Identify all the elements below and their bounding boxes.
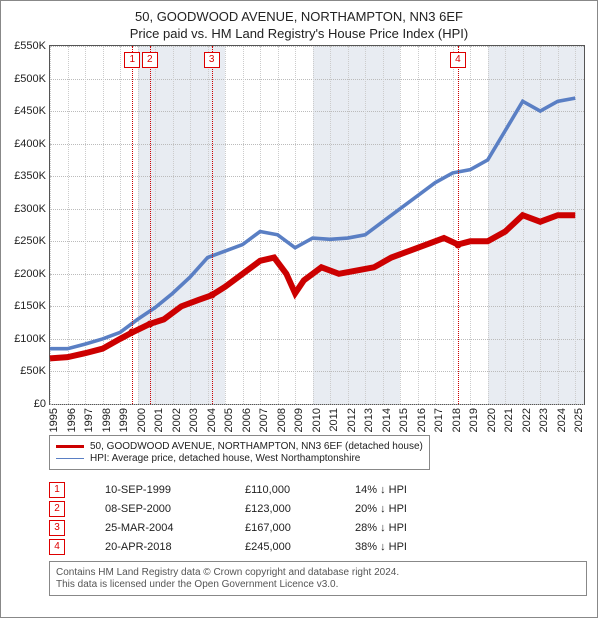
event-idx: 3	[49, 520, 65, 536]
x-tick-label: 1995	[48, 408, 60, 432]
legend-swatch	[56, 458, 84, 459]
event-price: £123,000	[245, 503, 325, 515]
event-diff: 20% ↓ HPI	[355, 503, 455, 515]
price-marker	[129, 329, 136, 336]
footnote: Contains HM Land Registry data © Crown c…	[49, 561, 587, 596]
y-tick-label: £150K	[14, 300, 46, 312]
x-tick-label: 2019	[468, 408, 480, 432]
x-tick-label: 2024	[556, 408, 568, 432]
y-tick-label: £450K	[14, 105, 46, 117]
event-marker-box: 4	[450, 52, 466, 68]
price-marker	[146, 320, 153, 327]
x-tick-label: 2007	[258, 408, 270, 432]
series-hpi	[50, 98, 575, 349]
x-tick-label: 2018	[451, 408, 463, 432]
event-price: £110,000	[245, 484, 325, 496]
event-row: 1 10-SEP-1999 £110,000 14% ↓ HPI	[49, 482, 587, 498]
y-tick-label: £550K	[14, 40, 46, 52]
legend: 50, GOODWOOD AVENUE, NORTHAMPTON, NN3 6E…	[49, 435, 430, 470]
chart-subtitle: Price paid vs. HM Land Registry's House …	[1, 26, 597, 41]
plot-region: £0£50K£100K£150K£200K£250K£300K£350K£400…	[49, 45, 585, 405]
x-tick-label: 2011	[328, 408, 340, 432]
price-marker	[454, 241, 461, 248]
event-diff: 14% ↓ HPI	[355, 484, 455, 496]
y-tick-label: £50K	[20, 365, 46, 377]
gridline-h	[50, 404, 584, 405]
event-date: 20-APR-2018	[105, 541, 215, 553]
event-marker-box: 2	[142, 52, 158, 68]
y-tick-label: £200K	[14, 268, 46, 280]
event-price: £167,000	[245, 522, 325, 534]
event-price: £245,000	[245, 541, 325, 553]
x-tick-label: 1997	[83, 408, 95, 432]
legend-label: 50, GOODWOOD AVENUE, NORTHAMPTON, NN3 6E…	[90, 441, 423, 452]
event-date: 25-MAR-2004	[105, 522, 215, 534]
x-tick-label: 2009	[293, 408, 305, 432]
x-tick-label: 2016	[416, 408, 428, 432]
event-marker-box: 3	[204, 52, 220, 68]
y-tick-label: £250K	[14, 235, 46, 247]
x-tick-label: 2008	[276, 408, 288, 432]
chart-title: 50, GOODWOOD AVENUE, NORTHAMPTON, NN3 6E…	[1, 9, 597, 24]
x-tick-label: 2020	[486, 408, 498, 432]
x-tick-label: 2017	[433, 408, 445, 432]
y-tick-label: £100K	[14, 333, 46, 345]
event-row: 2 08-SEP-2000 £123,000 20% ↓ HPI	[49, 501, 587, 517]
event-marker-box: 1	[124, 52, 140, 68]
event-date: 10-SEP-1999	[105, 484, 215, 496]
event-idx: 1	[49, 482, 65, 498]
x-tick-label: 2005	[223, 408, 235, 432]
x-tick-label: 2025	[573, 408, 585, 432]
event-idx: 4	[49, 539, 65, 555]
event-line	[150, 46, 151, 404]
y-tick-label: £500K	[14, 73, 46, 85]
legend-label: HPI: Average price, detached house, West…	[90, 453, 360, 464]
event-line	[212, 46, 213, 404]
legend-item: HPI: Average price, detached house, West…	[56, 453, 423, 464]
legend-item: 50, GOODWOOD AVENUE, NORTHAMPTON, NN3 6E…	[56, 441, 423, 452]
event-line	[132, 46, 133, 404]
events-table: 1 10-SEP-1999 £110,000 14% ↓ HPI 2 08-SEP-200…	[49, 482, 587, 555]
x-tick-label: 2012	[346, 408, 358, 432]
x-tick-label: 2023	[538, 408, 550, 432]
footnote-line2: This data is licensed under the Open Gov…	[56, 579, 580, 590]
x-tick-label: 2013	[363, 408, 375, 432]
event-date: 08-SEP-2000	[105, 503, 215, 515]
x-tick-label: 1999	[118, 408, 130, 432]
event-idx: 2	[49, 501, 65, 517]
x-tick-label: 2001	[153, 408, 165, 432]
footnote-line1: Contains HM Land Registry data © Crown c…	[56, 567, 580, 578]
price-marker	[208, 292, 215, 299]
x-tick-label: 2004	[206, 408, 218, 432]
x-tick-label: 2000	[136, 408, 148, 432]
x-tick-label: 1996	[66, 408, 78, 432]
event-line	[458, 46, 459, 404]
y-tick-label: £400K	[14, 138, 46, 150]
event-row: 3 25-MAR-2004 £167,000 28% ↓ HPI	[49, 520, 587, 536]
x-tick-label: 2002	[171, 408, 183, 432]
y-tick-label: £300K	[14, 203, 46, 215]
x-tick-label: 2014	[381, 408, 393, 432]
x-tick-label: 2021	[503, 408, 515, 432]
event-diff: 28% ↓ HPI	[355, 522, 455, 534]
y-tick-label: £0	[34, 398, 46, 410]
x-tick-label: 2022	[521, 408, 533, 432]
x-tick-label: 2006	[241, 408, 253, 432]
legend-swatch	[56, 445, 84, 448]
x-tick-label: 2010	[311, 408, 323, 432]
series-layer	[50, 46, 584, 404]
x-tick-label: 1998	[101, 408, 113, 432]
event-diff: 38% ↓ HPI	[355, 541, 455, 553]
x-tick-label: 2015	[398, 408, 410, 432]
chart-area: £0£50K£100K£150K£200K£250K£300K£350K£400…	[49, 45, 585, 405]
figure: 50, GOODWOOD AVENUE, NORTHAMPTON, NN3 6E…	[0, 0, 598, 618]
x-tick-label: 2003	[188, 408, 200, 432]
event-row: 4 20-APR-2018 £245,000 38% ↓ HPI	[49, 539, 587, 555]
y-tick-label: £350K	[14, 170, 46, 182]
